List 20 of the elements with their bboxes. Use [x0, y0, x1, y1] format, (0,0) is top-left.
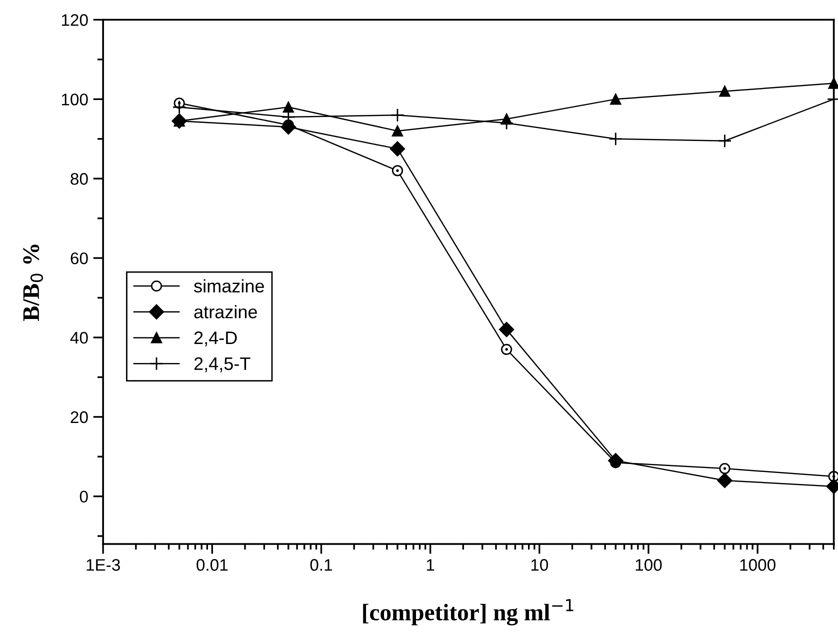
y-tick-label: 100: [62, 94, 88, 106]
x-tick-label: 1E-3: [86, 559, 120, 571]
x-tick-label: 1000: [740, 559, 776, 571]
x-tick-label: 0.1: [310, 559, 332, 571]
legend-label: 2,4,5-T: [194, 357, 250, 372]
legend-label: atrazine: [194, 305, 257, 318]
x-tick-label: 10: [531, 559, 548, 571]
y-tick-label: 120: [62, 14, 88, 26]
x-axis-title: [competitor] ng ml$^{−1}$: [363, 599, 574, 626]
x-tick-label: 1: [426, 559, 434, 571]
y-tick-label: 60: [70, 252, 88, 264]
y-tick-label: 0: [80, 490, 88, 503]
x-tick-label: 100: [636, 559, 662, 571]
legend-label: 2,4-D: [194, 331, 237, 346]
legend-label: simazine: [194, 279, 264, 292]
y-tick-label: 20: [70, 411, 88, 424]
x-tick-label: 0.01: [196, 559, 228, 571]
y-tick-label: 80: [70, 173, 88, 185]
y-tick-label: 40: [70, 332, 88, 344]
y-axis-title: B/B$_{0}$ %: [23, 244, 43, 322]
